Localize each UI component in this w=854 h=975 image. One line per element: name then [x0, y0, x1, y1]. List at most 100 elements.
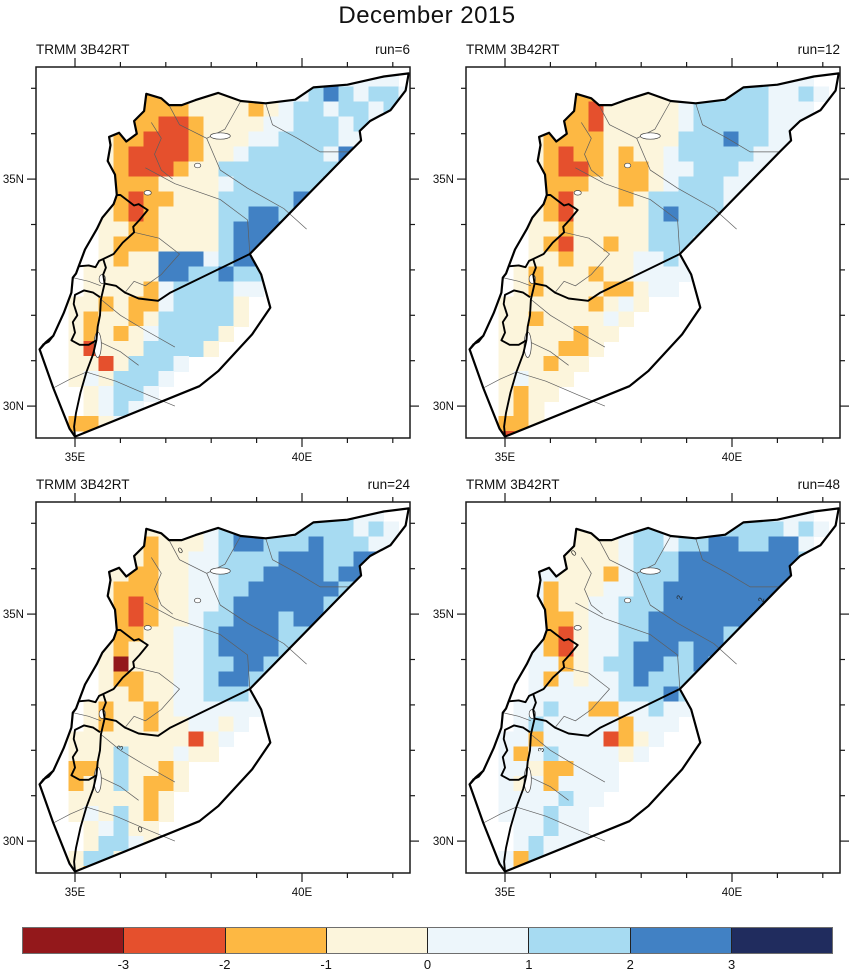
lake-outline: [209, 567, 231, 575]
country-border-line: [500, 289, 531, 346]
grid-cells: [498, 73, 829, 437]
plot-frame: [35, 501, 411, 874]
y-axis-tick-label: 35N: [3, 174, 24, 186]
lake-outline: [624, 597, 632, 604]
country-border-line: [78, 194, 149, 269]
map-panel-run12: 35E 40E 35N 30N: [433, 58, 849, 464]
colorbar-segment-D: [23, 928, 125, 953]
dataset-label: TRMM 3B42RT: [466, 42, 560, 57]
region-outline: [38, 72, 410, 438]
colorbar-segment-c: [326, 928, 428, 953]
region-outline: [38, 507, 410, 873]
admin-boundary-line: [483, 806, 517, 824]
admin-boundary-line: [526, 339, 569, 366]
region-outline: [468, 72, 840, 438]
admin-boundary-line: [265, 103, 350, 153]
contour-label: 0: [137, 825, 144, 835]
x-axis-tick-label: 35E: [65, 887, 86, 899]
y-axis-tick-label: 30N: [3, 401, 24, 413]
x-axis-tick-label: 40E: [722, 452, 743, 464]
admin-boundary-line: [581, 557, 603, 615]
admin-boundary-line: [575, 602, 681, 690]
admin-boundary-line: [96, 339, 139, 366]
panel-header-run48: TRMM 3B42RT run=48: [466, 477, 840, 492]
country-border-line: [503, 718, 536, 872]
country-border-line: [78, 629, 149, 704]
map-panel-run24: 0 3 0 35E 40E 35N 30N: [3, 493, 419, 899]
admin-boundary-line: [100, 299, 176, 348]
admin-boundary-line: [636, 573, 737, 665]
y-axis-tick-label: 30N: [3, 836, 24, 848]
country-border-line: [73, 283, 106, 437]
contour-label: 3: [536, 746, 546, 752]
colorbar: [22, 927, 833, 954]
colorbar-tick-label: -3: [117, 957, 130, 972]
admin-boundary-line: [145, 167, 251, 255]
y-axis-tick-label: 35N: [3, 609, 24, 621]
lake-outline: [194, 597, 202, 604]
run-label: run=48: [797, 477, 840, 492]
admin-boundary-line: [554, 666, 611, 728]
dataset-label: TRMM 3B42RT: [36, 477, 130, 492]
lake-outline: [639, 567, 661, 575]
x-axis-tick-label: 40E: [722, 887, 743, 899]
country-border-line: [102, 258, 107, 284]
map-panel-run6: 35E 40E 35N 30N: [3, 58, 419, 464]
admin-boundary-line: [502, 712, 532, 722]
admin-boundary-line: [124, 231, 181, 293]
colorbar-tick-label: 2: [626, 957, 634, 972]
admin-boundary-line: [151, 557, 173, 615]
y-axis-tick-label: 30N: [433, 401, 454, 413]
admin-boundary-line: [168, 535, 242, 574]
admin-boundary-line: [483, 371, 517, 389]
country-border-line: [532, 693, 537, 719]
country-border-line: [508, 629, 579, 704]
plot-frame: [465, 501, 841, 874]
admin-boundary-line: [72, 712, 102, 722]
contour-label: 2: [675, 594, 685, 601]
x-axis-tick-label: 40E: [292, 887, 313, 899]
colorbar-tick-labels: -3 -2 -1 0 1 2 3: [0, 957, 854, 975]
country-border-line: [534, 688, 681, 737]
run-label: run=24: [367, 477, 410, 492]
admin-boundary-line: [100, 734, 176, 783]
colorbar-segment-O: [225, 928, 327, 953]
country-border-line: [70, 289, 101, 346]
region-outline: [468, 507, 840, 873]
country-border-line: [73, 718, 106, 872]
contour-label: 0: [569, 548, 579, 558]
admin-boundary-line: [53, 371, 87, 389]
y-axis-tick-label: 30N: [433, 836, 454, 848]
admin-boundary-line: [206, 573, 307, 665]
panel-header-run24: TRMM 3B42RT run=24: [36, 477, 410, 492]
lake-outline: [624, 162, 632, 169]
country-border-line: [102, 693, 107, 719]
x-axis-tick-label: 35E: [65, 452, 86, 464]
lake-outline: [573, 625, 582, 631]
admin-boundary-line: [124, 666, 181, 728]
contour-label: 3: [115, 744, 125, 750]
admin-boundary-line: [502, 277, 532, 287]
admin-boundary-line: [265, 538, 350, 588]
panel-header-run12: TRMM 3B42RT run=12: [466, 42, 840, 57]
colorbar-tick-label: 1: [525, 957, 533, 972]
admin-boundary-line: [695, 538, 780, 588]
colorbar-segment-R: [124, 928, 226, 953]
colorbar-segment-L: [529, 928, 631, 953]
admin-boundary-line: [554, 231, 611, 293]
admin-boundary-line: [206, 138, 307, 230]
panel-header-run6: TRMM 3B42RT run=6: [36, 42, 410, 57]
country-border-line: [104, 688, 251, 737]
admin-boundary-line: [526, 774, 569, 801]
country-border-line: [532, 258, 537, 284]
lake-outline: [639, 132, 661, 140]
figure-title: December 2015: [338, 2, 516, 29]
x-axis-tick-label: 40E: [292, 452, 313, 464]
plot-frame: [35, 66, 411, 439]
x-axis-tick-label: 35E: [495, 887, 516, 899]
admin-boundary-line: [530, 299, 606, 348]
admin-boundary-line: [145, 602, 251, 690]
admin-boundary-line: [598, 535, 672, 574]
y-axis-tick-label: 35N: [433, 174, 454, 186]
